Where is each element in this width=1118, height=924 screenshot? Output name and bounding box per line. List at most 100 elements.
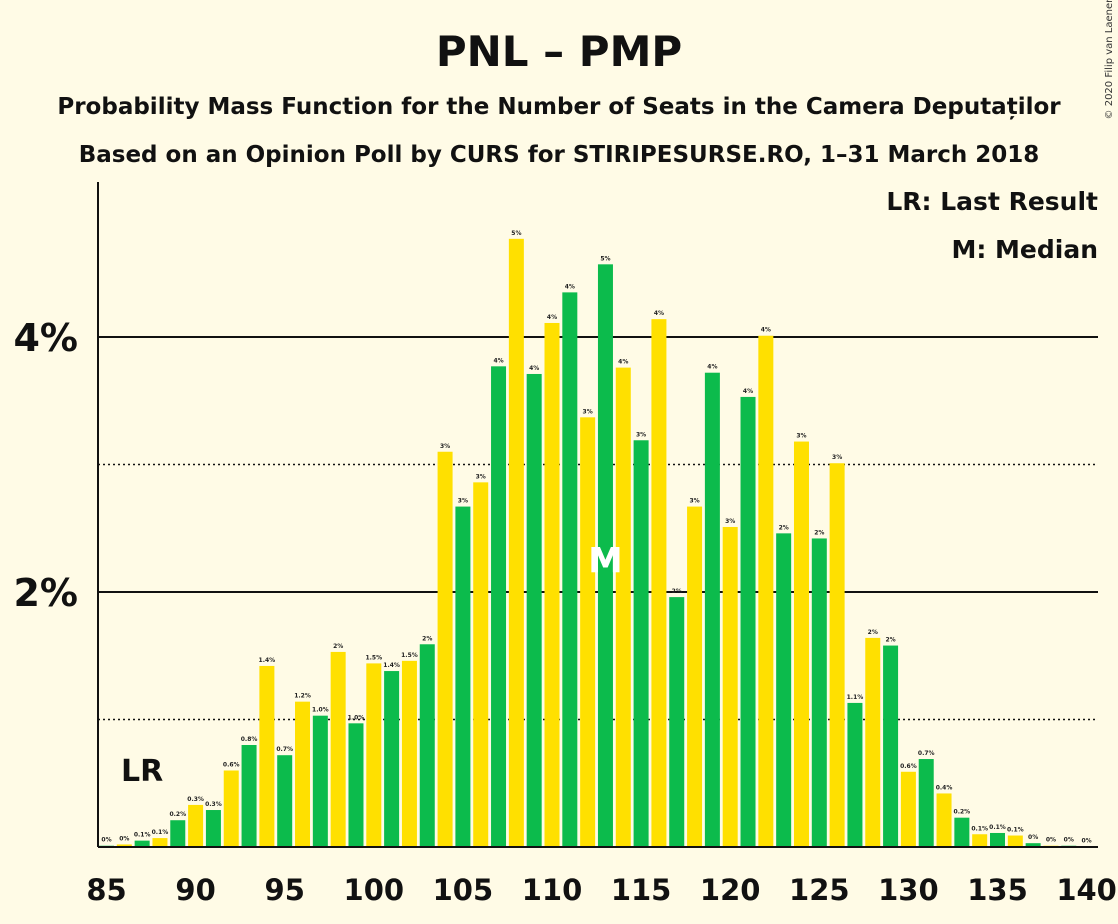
bar-label-seat-92: 0.6% xyxy=(223,762,240,769)
bar-seat-137 xyxy=(1025,843,1041,847)
bar-label-seat-121: 4% xyxy=(743,388,753,395)
bar-seat-105 xyxy=(455,506,471,847)
bar-label-seat-137: 0% xyxy=(1028,834,1038,841)
bar-seat-97 xyxy=(312,715,328,847)
bar-seat-113 xyxy=(597,264,613,847)
bar-label-seat-128: 2% xyxy=(868,629,878,636)
bar-label-seat-138: 0% xyxy=(1046,837,1056,844)
bar-label-seat-112: 3% xyxy=(583,408,593,415)
bar-seat-110 xyxy=(544,322,560,848)
bar-seat-107 xyxy=(491,366,507,847)
bar-seat-94 xyxy=(259,665,275,847)
bar-seat-119 xyxy=(704,372,720,847)
bar-label-seat-129: 2% xyxy=(885,637,895,644)
bar-label-seat-135: 0.1% xyxy=(989,824,1006,831)
bar-label-seat-103: 2% xyxy=(422,635,432,642)
bar-seat-120 xyxy=(722,526,738,847)
chart-subtitle-2: Based on an Opinion Poll by CURS for STI… xyxy=(79,142,1040,168)
bar-label-seat-98: 2% xyxy=(333,643,343,650)
legend-last-result: LR: Last Result xyxy=(886,187,1098,216)
bar-label-seat-118: 3% xyxy=(689,498,699,505)
bar-label-seat-94: 1.4% xyxy=(259,657,276,664)
bar-seat-131 xyxy=(918,759,934,847)
bar-label-seat-108: 5% xyxy=(511,230,521,237)
bars xyxy=(99,238,1095,848)
bar-label-seat-90: 0.3% xyxy=(187,796,204,803)
bar-label-seat-136: 0.1% xyxy=(1007,827,1024,834)
bar-label-seat-119: 4% xyxy=(707,364,717,371)
bar-seat-134 xyxy=(972,834,988,847)
bar-label-seat-85: 0% xyxy=(101,837,111,844)
bar-seat-126 xyxy=(829,463,845,847)
bar-label-seat-132: 0.4% xyxy=(936,784,953,791)
bar-seat-92 xyxy=(223,770,239,847)
bar-seat-102 xyxy=(401,660,417,847)
bar-label-seat-139: 0% xyxy=(1064,837,1074,844)
bar-label-seat-120: 3% xyxy=(725,518,735,525)
bar-label-seat-87: 0.1% xyxy=(134,832,151,839)
bar-seat-130 xyxy=(900,771,916,847)
bar-seat-111 xyxy=(562,292,578,847)
x-tick-label-115: 115 xyxy=(611,873,672,907)
bar-label-seat-134: 0.1% xyxy=(971,825,988,832)
bar-seat-98 xyxy=(330,651,346,847)
bar-label-seat-115: 3% xyxy=(636,431,646,438)
legend-median: M: Median xyxy=(951,235,1098,264)
bar-seat-88 xyxy=(152,838,168,847)
bar-label-seat-113: 5% xyxy=(600,255,610,262)
bar-label-seat-114: 4% xyxy=(618,359,628,366)
bar-seat-117 xyxy=(669,597,685,847)
bar-labels: 0% 0%0.1% 0.1%0.2%0.3%0.3%0.6%0.8%1.4%0.7%… xyxy=(101,230,1091,845)
bar-label-seat-124: 3% xyxy=(796,433,806,440)
bar-seat-118 xyxy=(687,506,703,847)
bar-seat-106 xyxy=(473,482,489,847)
bar-seat-93 xyxy=(241,745,257,847)
bar-seat-128 xyxy=(865,637,881,847)
bar-seat-129 xyxy=(883,645,899,847)
x-tick-label-90: 90 xyxy=(175,873,215,907)
bar-seat-132 xyxy=(936,793,952,847)
bar-label-seat-133: 0.2% xyxy=(954,809,971,816)
x-tick-label-125: 125 xyxy=(789,873,850,907)
bar-label-seat-110: 4% xyxy=(547,314,557,321)
bar-seat-125 xyxy=(811,538,827,847)
y-tick-label-2: 2% xyxy=(13,571,78,615)
bar-seat-104 xyxy=(437,451,453,847)
x-tick-label-95: 95 xyxy=(265,873,305,907)
x-tick-label-110: 110 xyxy=(522,873,583,907)
bar-seat-116 xyxy=(651,319,667,847)
x-tick-label-105: 105 xyxy=(433,873,494,907)
bar-label-seat-140: 0% xyxy=(1082,837,1092,844)
bar-label-seat-102: 1.5% xyxy=(401,652,418,659)
markers: LR M xyxy=(121,541,623,789)
bar-seat-108 xyxy=(508,238,524,847)
copyright-notice: © 2020 Filip van Laenen xyxy=(1104,0,1115,119)
bar-seat-124 xyxy=(793,441,809,847)
bar-seat-122 xyxy=(758,335,774,847)
bar-label-seat-89: 0.2% xyxy=(169,811,186,818)
bar-label-seat-104: 3% xyxy=(440,443,450,450)
bar-seat-121 xyxy=(740,396,756,847)
median-marker: M xyxy=(589,541,623,581)
bar-label-seat-117: 2% xyxy=(672,588,682,595)
bar-seat-133 xyxy=(954,817,970,847)
bar-label-seat-131: 0.7% xyxy=(918,750,935,757)
chart-subtitle-1: Probability Mass Function for the Number… xyxy=(57,94,1061,120)
bar-label-seat-88: 0.1% xyxy=(152,829,169,836)
x-tick-label-130: 130 xyxy=(878,873,939,907)
bar-label-seat-86: 0% xyxy=(119,835,129,842)
bar-label-seat-122: 4% xyxy=(761,327,771,334)
bar-seat-136 xyxy=(1007,835,1023,847)
bar-label-seat-126: 3% xyxy=(832,454,842,461)
bar-label-seat-101: 1.4% xyxy=(383,662,400,669)
bar-seat-103 xyxy=(419,644,435,847)
bar-label-seat-116: 4% xyxy=(654,310,664,317)
x-tick-label-135: 135 xyxy=(967,873,1028,907)
bar-seat-114 xyxy=(615,367,631,847)
bar-seat-101 xyxy=(384,671,400,847)
bar-label-seat-109: 4% xyxy=(529,365,539,372)
bar-seat-91 xyxy=(205,810,221,847)
bar-seat-96 xyxy=(295,701,311,847)
bar-seat-112 xyxy=(580,417,596,847)
bar-seat-135 xyxy=(990,832,1005,847)
